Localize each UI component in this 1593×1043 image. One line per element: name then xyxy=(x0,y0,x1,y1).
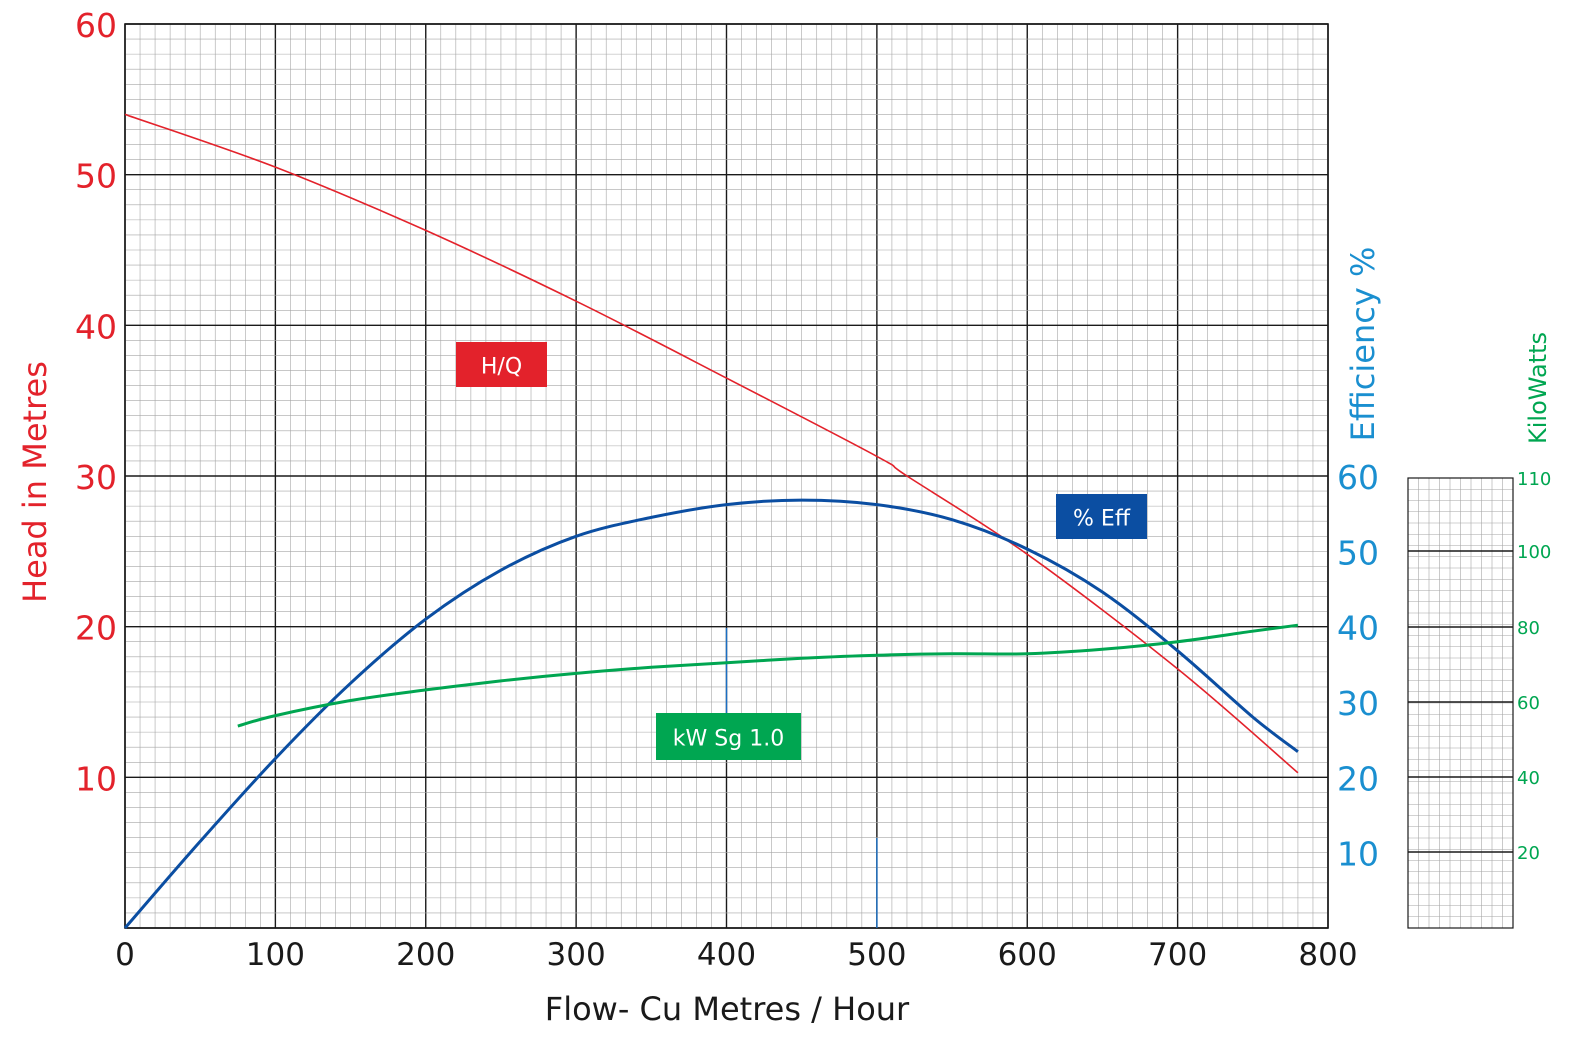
efficiency-tick-label: 60 xyxy=(1337,458,1379,497)
x-tick-label: 300 xyxy=(547,937,606,973)
kilowatt-tick-label: 20 xyxy=(1517,843,1540,864)
x-tick-label: 400 xyxy=(697,937,756,973)
head-tick-label: 50 xyxy=(75,157,117,196)
head-tick-label: 60 xyxy=(75,6,117,45)
curves xyxy=(123,113,1299,929)
labels: 10 20 30 40 50 60 10 20 30 40 50 60 20 40 60 80 100 110 0 1… xyxy=(16,6,1552,1028)
series-line-1 xyxy=(123,498,1299,929)
x-tick-label: 200 xyxy=(396,937,455,973)
efficiency-tick-label: 50 xyxy=(1337,533,1379,572)
kw-frame xyxy=(1407,477,1514,929)
x-tick-label: 500 xyxy=(847,937,906,973)
kilowatt-tick-label: 80 xyxy=(1517,618,1540,639)
x-tick-label: 0 xyxy=(115,937,135,973)
kilowatt-tick-label: 60 xyxy=(1517,693,1540,714)
x-tick-label: 100 xyxy=(246,937,305,973)
series-badge xyxy=(456,342,547,387)
efficiency-tick-label: 20 xyxy=(1337,759,1379,798)
series-line-2 xyxy=(237,623,1299,728)
series-badge-label: kW Sg 1.0 xyxy=(673,727,784,752)
head-tick-label: 30 xyxy=(75,458,117,497)
kilowatt-tick-label: 100 xyxy=(1517,542,1551,563)
plot-frame xyxy=(124,23,1329,929)
head-tick-label: 40 xyxy=(75,307,117,346)
series-badge xyxy=(656,713,801,760)
x-tick-label: 800 xyxy=(1298,937,1357,973)
efficiency-tick-label: 30 xyxy=(1337,684,1379,723)
head-axis-title: Head in Metres xyxy=(16,361,54,603)
head-tick-label: 20 xyxy=(75,609,117,648)
series-line-0 xyxy=(124,113,1299,774)
main-grid xyxy=(124,23,1329,929)
kilowatt-axis-title: KiloWatts xyxy=(1524,332,1552,444)
head-tick-label: 10 xyxy=(75,759,117,798)
series-badge xyxy=(1056,494,1147,539)
efficiency-tick-label: 10 xyxy=(1337,835,1379,874)
kilowatt-tick-label: 40 xyxy=(1517,768,1540,789)
series-badge-label: H/Q xyxy=(481,355,522,380)
x-tick-label: 700 xyxy=(1148,937,1207,973)
series-badge-label: % Eff xyxy=(1073,507,1131,532)
x-axis-title: Flow- Cu Metres / Hour xyxy=(545,990,910,1028)
efficiency-tick-label: 40 xyxy=(1337,609,1379,648)
kilowatt-scale-grid xyxy=(1407,477,1514,929)
kilowatt-tick-label: 110 xyxy=(1517,469,1551,490)
x-tick-label: 600 xyxy=(998,937,1057,973)
efficiency-axis-title: Efficiency % xyxy=(1344,247,1382,442)
